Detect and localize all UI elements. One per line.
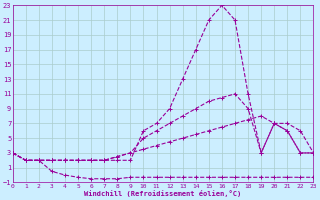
X-axis label: Windchill (Refroidissement éolien,°C): Windchill (Refroidissement éolien,°C) [84, 190, 242, 197]
